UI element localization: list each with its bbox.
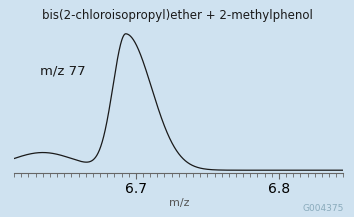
Text: G004375: G004375 xyxy=(302,204,343,213)
Text: m/z 77: m/z 77 xyxy=(40,65,86,78)
X-axis label: m/z: m/z xyxy=(169,198,189,208)
Text: bis(2-chloroisopropyl)ether + 2-methylphenol: bis(2-chloroisopropyl)ether + 2-methylph… xyxy=(41,9,313,22)
